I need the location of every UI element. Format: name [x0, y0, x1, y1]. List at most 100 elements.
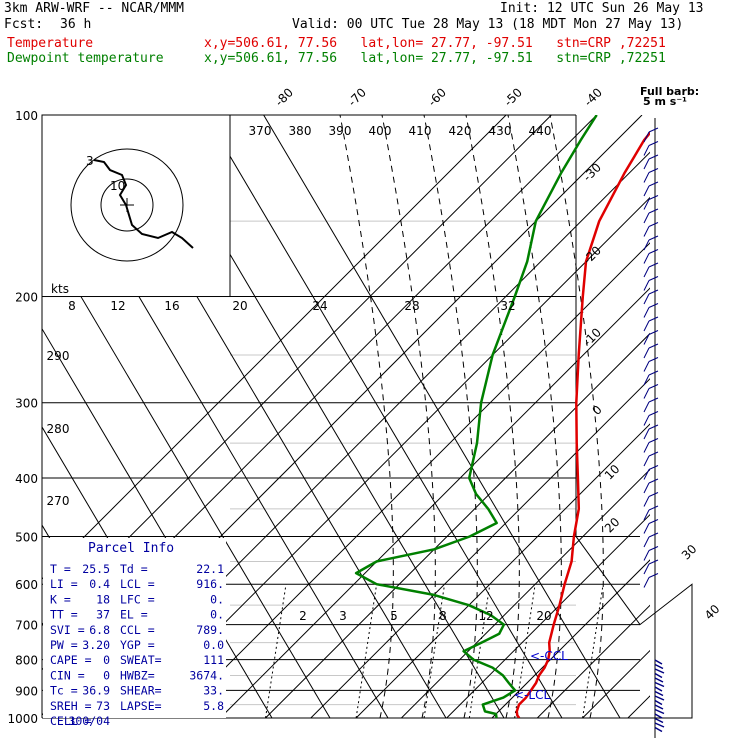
dewpoint-line [354, 115, 598, 718]
height-label: 270 [47, 494, 70, 508]
hodograph-ring-outer [70, 148, 184, 262]
temperature-legend: Temperature [7, 36, 94, 51]
dewpoint-legend: Dewpoint temperature [7, 51, 164, 66]
parcel-info-value: 6.8 [89, 623, 110, 637]
wind-barb [643, 411, 659, 426]
wind-barb [654, 659, 663, 665]
mixing-ratio-label: 5 [390, 609, 398, 623]
dry-adiabat-line [205, 115, 563, 718]
parcel-info-value: 3674. [189, 668, 224, 682]
wind-barb [654, 726, 663, 733]
wind-barb [654, 672, 663, 679]
moist-adiabat-line [507, 115, 562, 718]
dewpoint-location: x,y=506.61, 77.56 lat,lon= 27.77, -97.51… [204, 51, 666, 66]
wind-barb [643, 424, 659, 440]
wind-barb [643, 276, 659, 291]
isotherm-label: -50 [501, 85, 525, 109]
wind-barb [643, 397, 659, 413]
isotherm-label: -40 [581, 85, 605, 109]
isotherm-line [491, 559, 650, 718]
isotherm-label: -80 [272, 85, 296, 109]
isotherm-line [401, 468, 650, 718]
parcel-info-bg [43, 538, 226, 718]
height-label: 290 [47, 349, 70, 363]
fcst-value: 36 h [60, 17, 92, 32]
isotherm-label: 30 [679, 542, 700, 563]
mixing-ratio-label: 12 [478, 609, 493, 623]
isotherm-line [219, 287, 650, 718]
parcel-info-value: 0.4 [89, 577, 110, 591]
theta-label: 380 [289, 124, 312, 138]
wind-barb [654, 708, 665, 715]
isotherm-line [174, 242, 650, 718]
wind-barb [643, 546, 659, 561]
height-label: 280 [47, 422, 70, 436]
wind-barb [654, 663, 664, 670]
parcel-info-key: LAPSE= [120, 699, 162, 713]
isotherm-label: -30 [580, 160, 604, 184]
parcel-info-value: 0. [210, 608, 224, 622]
hodograph-scale-label: 20 [232, 299, 247, 313]
pressure-label: 1000 [7, 712, 38, 726]
isotherm-line [265, 332, 650, 718]
parcel-info-key: CCL = [120, 623, 155, 637]
wind-barb [654, 677, 664, 683]
pressure-label: 500 [15, 530, 38, 544]
init-time: Init: 12 UTC Sun 26 May 13 [500, 1, 704, 16]
isotherm-label: -70 [345, 85, 369, 109]
mixing-ratio-label: 3 [339, 609, 347, 623]
moist-adiabat-line [549, 115, 604, 718]
full-barb-units: 5 m s⁻¹ [643, 95, 687, 108]
pressure-label: 100 [15, 109, 38, 123]
wind-barb [643, 262, 659, 278]
mixing-ratio-label: 8 [439, 609, 447, 623]
mixing-ratio-label: 2 [299, 609, 307, 623]
parcel-info-key: LCL = [120, 577, 155, 591]
hodograph-scale-label: 32 [500, 299, 515, 313]
parcel-info-value: 18 [96, 592, 110, 606]
wind-barb [654, 690, 664, 697]
isotherm-line [446, 513, 650, 718]
isotherm-line [355, 423, 650, 718]
isotherm-label: 0 [590, 403, 605, 418]
hodograph-scale-label: 12 [110, 299, 125, 313]
parcel-info-value: 36.9 [82, 684, 110, 698]
isotherm-label: 20 [602, 515, 623, 536]
pressure-label: 200 [15, 291, 38, 305]
hodograph-trace [93, 159, 194, 249]
wind-barb [643, 492, 659, 507]
full-barb-label: Full barb: [640, 85, 699, 98]
wind-barb [643, 559, 659, 575]
parcel-info-value: 0.0 [203, 638, 224, 652]
theta-label: 420 [449, 124, 472, 138]
fcst-label: Fcst: [4, 17, 44, 32]
wind-barb [654, 722, 665, 728]
wind-barb [654, 717, 664, 724]
parcel-info-value: 0. [210, 592, 224, 606]
parcel-info-value: 789. [196, 623, 224, 637]
parcel-info-key: T = [50, 562, 71, 576]
parcel-info-key: SHEAR= [120, 684, 162, 698]
wind-barb [654, 704, 664, 710]
hodograph: 3 10 [41, 114, 231, 298]
parcel-info-key: SVI = [50, 623, 85, 637]
parcel-info-value: 3.20 [82, 638, 110, 652]
moist-adiabat-line [339, 115, 394, 718]
isotherm-line [627, 695, 650, 718]
parcel-info-value: 111 [203, 653, 224, 667]
parcel-info-value: 73 [96, 699, 110, 713]
isotherm-label: 10 [602, 462, 623, 483]
parcel-info-value: 33. [203, 684, 224, 698]
wind-barb [654, 699, 663, 706]
wind-barb [643, 181, 659, 197]
hodograph-scale-label: kts [51, 282, 69, 296]
moist-adiabat-line [381, 115, 436, 718]
wind-barbs [643, 118, 665, 738]
parcel-info-key: CAPE = [50, 653, 92, 667]
lcl-marker: <-LCL [514, 688, 550, 702]
wind-barb [643, 505, 659, 521]
parcel-info-key: SREH = [50, 699, 92, 713]
pressure-label: 900 [15, 684, 38, 698]
